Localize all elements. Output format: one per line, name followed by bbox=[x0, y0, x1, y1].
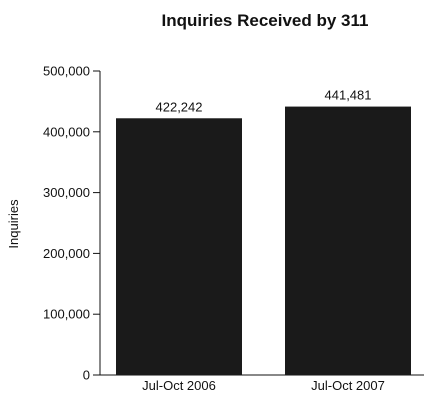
bar-value-label: 441,481 bbox=[325, 88, 372, 103]
x-category-label: Jul-Oct 2007 bbox=[311, 378, 385, 393]
bar bbox=[285, 106, 411, 375]
bar bbox=[116, 118, 242, 376]
y-tick-label: 300,000 bbox=[43, 185, 90, 200]
bar-value-label: 422,242 bbox=[156, 99, 203, 114]
y-tick-label: 400,000 bbox=[43, 124, 90, 139]
axes: 0 100,000 200,000 300,000 400,000 500,000 bbox=[43, 64, 424, 383]
y-tick-label: 0 bbox=[83, 368, 90, 383]
chart-title: Inquiries Received by 311 bbox=[162, 11, 369, 30]
y-tick-label: 100,000 bbox=[43, 307, 90, 322]
bars-group: 422,242 Jul-Oct 2006 441,481 Jul-Oct 2007 bbox=[116, 88, 411, 393]
y-tick-label: 200,000 bbox=[43, 246, 90, 261]
x-category-label: Jul-Oct 2006 bbox=[142, 378, 216, 393]
y-tick-label: 500,000 bbox=[43, 64, 90, 79]
y-axis-label: Inquiries bbox=[6, 199, 21, 249]
